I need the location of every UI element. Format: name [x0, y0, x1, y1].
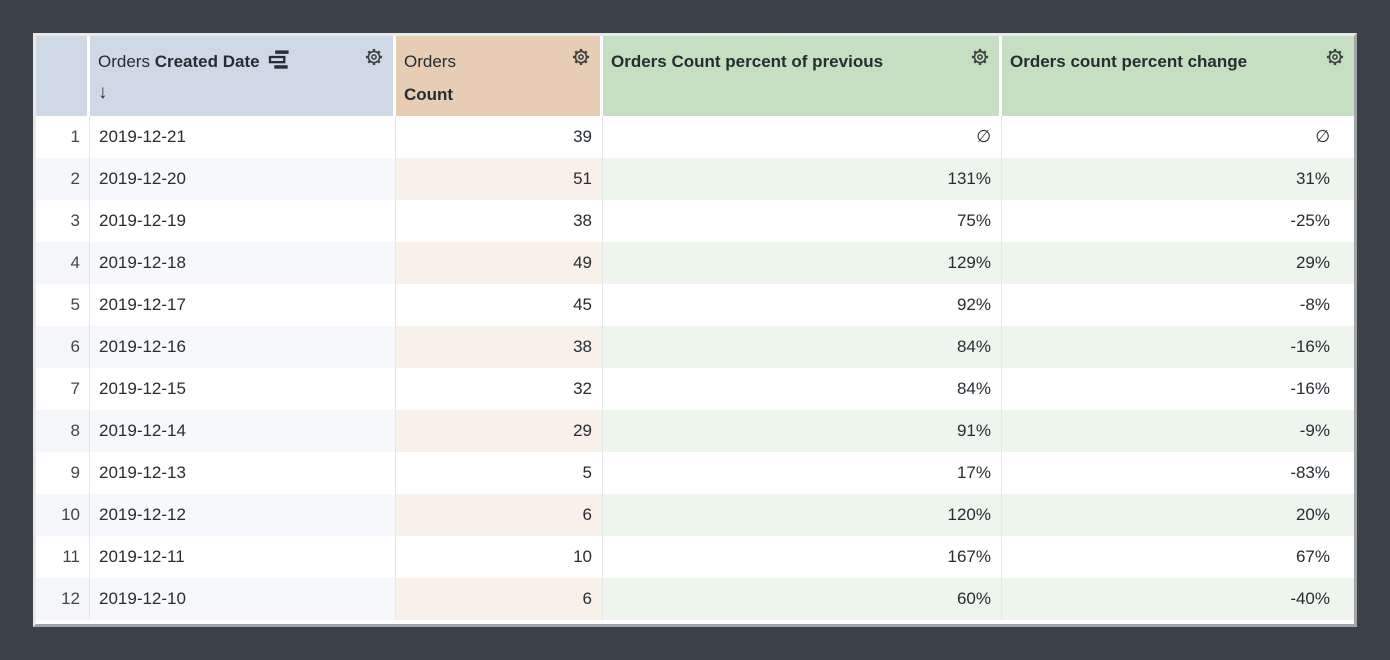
- gear-icon[interactable]: [969, 46, 991, 68]
- pct-change-cell[interactable]: -16%: [1002, 326, 1354, 368]
- pct-previous-cell[interactable]: 91%: [603, 410, 1002, 452]
- row-number-cell: 2: [36, 158, 90, 200]
- pct-previous-cell[interactable]: 17%: [603, 452, 1002, 494]
- row-number-cell: 3: [36, 200, 90, 242]
- date-cell[interactable]: 2019-12-13: [90, 452, 396, 494]
- table-row: 6 2019-12-16 38 84% -16%: [36, 326, 1354, 368]
- date-cell[interactable]: 2019-12-19: [90, 200, 396, 242]
- pct-previous-cell[interactable]: 167%: [603, 536, 1002, 578]
- gear-icon[interactable]: [1324, 46, 1346, 68]
- pct-change-cell[interactable]: -40%: [1002, 578, 1354, 620]
- pct-change-cell[interactable]: -25%: [1290, 211, 1330, 230]
- count-cell[interactable]: 5: [396, 452, 603, 494]
- table-row: 7 2019-12-15 32 84% -16%: [36, 368, 1354, 410]
- row-number-header: [36, 36, 90, 116]
- gear-icon[interactable]: [363, 46, 385, 68]
- pct-previous-cell[interactable]: 92%: [603, 284, 1002, 326]
- table-row: 11 2019-12-11 10 167% 67%: [36, 536, 1354, 578]
- pct-previous-cell[interactable]: 60%: [603, 578, 1002, 620]
- pct-previous-cell[interactable]: 120%: [603, 494, 1002, 536]
- pct-previous-cell[interactable]: 75%: [603, 200, 1002, 242]
- table-row: 5 2019-12-17 45 92% -8%: [36, 284, 1354, 326]
- count-cell[interactable]: 45: [396, 284, 603, 326]
- count-cell[interactable]: 39: [396, 116, 603, 158]
- table-row: 2 2019-12-20 51 131% 31%: [36, 158, 1354, 200]
- row-number-cell: 8: [36, 410, 90, 452]
- column-header-pct-of-previous[interactable]: Orders Count percent of previous: [603, 36, 1002, 116]
- table-row: 10 2019-12-12 6 120% 20%: [36, 494, 1354, 536]
- count-cell[interactable]: 10: [396, 536, 603, 578]
- date-cell[interactable]: 2019-12-11: [90, 536, 396, 578]
- field-label: Created Date: [154, 52, 260, 71]
- count-cell[interactable]: 6: [396, 494, 603, 536]
- column-header-orders-count[interactable]: Orders Count: [396, 36, 603, 116]
- date-cell[interactable]: 2019-12-21: [90, 116, 396, 158]
- row-number-cell: 4: [36, 242, 90, 284]
- table-row: 3 2019-12-19 38 75% -25%: [36, 200, 1354, 242]
- row-number-cell: 7: [36, 368, 90, 410]
- explore-data-table: Orders Created Date ↓: [36, 36, 1354, 624]
- table-row: 4 2019-12-18 49 129% 29%: [36, 242, 1354, 284]
- date-cell[interactable]: 2019-12-14: [90, 410, 396, 452]
- count-cell[interactable]: 32: [396, 368, 603, 410]
- date-cell[interactable]: 2019-12-16: [90, 326, 396, 368]
- pct-change-cell[interactable]: 20%: [1002, 494, 1354, 536]
- pct-previous-cell[interactable]: 131%: [603, 158, 1002, 200]
- table-row: 8 2019-12-14 29 91% -9%: [36, 410, 1354, 452]
- row-number-cell: 10: [36, 494, 90, 536]
- pct-change-cell[interactable]: -16%: [1290, 379, 1330, 398]
- header-row: Orders Created Date ↓: [36, 36, 1354, 116]
- count-cell[interactable]: 38: [396, 326, 603, 368]
- sort-descending-icon[interactable]: ↓: [98, 82, 108, 103]
- date-cell[interactable]: 2019-12-12: [90, 494, 396, 536]
- count-cell[interactable]: 29: [396, 410, 603, 452]
- table-body: 1 2019-12-21 39 ∅ ∅ 2 2019-12-20 51 131%…: [36, 116, 1354, 624]
- pct-previous-cell[interactable]: 84%: [603, 368, 1002, 410]
- table-row: 12 2019-12-10 6 60% -40%: [36, 578, 1354, 620]
- gear-icon[interactable]: [570, 46, 592, 68]
- pct-change-cell[interactable]: -83%: [1290, 463, 1330, 482]
- column-header-orders-created-date[interactable]: Orders Created Date ↓: [90, 36, 396, 116]
- pct-previous-cell[interactable]: 129%: [603, 242, 1002, 284]
- row-number-cell: 9: [36, 452, 90, 494]
- view-label: Orders: [98, 52, 150, 71]
- count-cell[interactable]: 6: [396, 578, 603, 620]
- pct-change-cell[interactable]: 31%: [1002, 158, 1354, 200]
- row-number-cell: 1: [36, 116, 90, 158]
- pct-change-cell[interactable]: 67%: [1295, 547, 1330, 566]
- date-cell[interactable]: 2019-12-15: [90, 368, 396, 410]
- column-header-pct-change[interactable]: Orders count percent change: [1002, 36, 1354, 116]
- table-row: 1 2019-12-21 39 ∅ ∅: [36, 116, 1354, 158]
- row-number-cell: 11: [36, 536, 90, 578]
- pct-previous-cell[interactable]: ∅: [603, 116, 1002, 158]
- view-label: Orders: [404, 52, 456, 71]
- date-cell[interactable]: 2019-12-20: [90, 158, 396, 200]
- date-cell[interactable]: 2019-12-10: [90, 578, 396, 620]
- data-table-panel: Orders Created Date ↓: [33, 33, 1357, 627]
- count-cell[interactable]: 49: [396, 242, 603, 284]
- subtotals-icon: [267, 48, 293, 69]
- pct-change-cell[interactable]: 29%: [1002, 242, 1354, 284]
- row-number-cell: 6: [36, 326, 90, 368]
- date-cell[interactable]: 2019-12-18: [90, 242, 396, 284]
- count-cell[interactable]: 51: [396, 158, 603, 200]
- field-label: Count: [404, 85, 454, 104]
- table-row: 9 2019-12-13 5 17% -83%: [36, 452, 1354, 494]
- pct-previous-cell[interactable]: 84%: [603, 326, 1002, 368]
- date-cell[interactable]: 2019-12-17: [90, 284, 396, 326]
- count-cell[interactable]: 38: [396, 200, 603, 242]
- calc-label: Orders Count percent of previous: [611, 52, 884, 71]
- pct-change-cell[interactable]: ∅: [1315, 127, 1330, 146]
- pct-change-cell[interactable]: -8%: [1299, 295, 1330, 314]
- calc-label: Orders count percent change: [1010, 52, 1248, 71]
- row-number-cell: 5: [36, 284, 90, 326]
- bottom-gutter: [36, 620, 1354, 624]
- pct-change-cell[interactable]: -9%: [1002, 410, 1354, 452]
- row-number-cell: 12: [36, 578, 90, 620]
